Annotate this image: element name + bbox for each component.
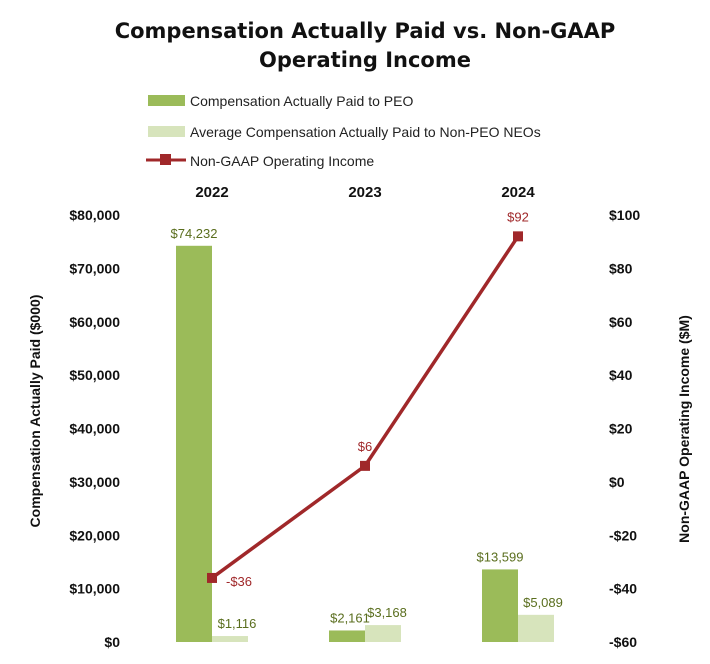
line-operating-income xyxy=(210,235,520,580)
y-axis-left-title: Compensation Actually Paid ($000) xyxy=(27,295,43,528)
y-axis-right-ticks: -$60 -$40 -$20 $0 $20 $40 $60 $80 $100 xyxy=(609,207,640,650)
bar-peo-2023 xyxy=(329,630,365,642)
bar-non-peo-2023 xyxy=(365,625,401,642)
legend: Compensation Actually Paid to PEO Averag… xyxy=(146,93,541,169)
data-label-operating-income-2022: -$36 xyxy=(226,574,252,589)
y2-tick-label: -$20 xyxy=(609,527,637,543)
y2-tick-label: $0 xyxy=(609,474,625,490)
y2-tick-label: $100 xyxy=(609,207,640,223)
y-axis-left-ticks: $0 $10,000 $20,000 $30,000 $40,000 $50,000 $60… xyxy=(69,207,120,650)
y-tick-label: $60,000 xyxy=(69,314,120,330)
data-label-operating-income-2024: $92 xyxy=(507,209,529,224)
point-operating-income-2024 xyxy=(513,231,523,242)
y2-tick-label: -$60 xyxy=(609,634,637,650)
category-label-2022: 2022 xyxy=(195,184,228,201)
category-labels: 2022 2023 2024 xyxy=(195,184,535,201)
bar-peo-2024 xyxy=(482,569,518,642)
legend-marker-operating-income xyxy=(160,154,171,165)
data-label-non-peo-2023: $3,168 xyxy=(367,605,407,620)
y-tick-label: $40,000 xyxy=(69,421,120,437)
data-label-operating-income-2023: $6 xyxy=(358,439,372,454)
data-label-peo-2024: $13,599 xyxy=(477,549,524,564)
bar-non-peo-2024 xyxy=(518,614,554,642)
y-tick-label: $30,000 xyxy=(69,474,120,490)
y-axis-right-title: Non-GAAP Operating Income ($M) xyxy=(676,315,692,543)
data-label-peo-2022: $74,232 xyxy=(171,226,218,241)
y2-tick-label: $20 xyxy=(609,421,633,437)
category-label-2023: 2023 xyxy=(348,184,381,201)
bar-non-peo-2022 xyxy=(212,636,248,642)
chart-title-line-2: Operating Income xyxy=(259,48,471,72)
category-label-2024: 2024 xyxy=(501,184,535,201)
point-operating-income-2023 xyxy=(360,460,370,471)
y2-tick-label: $40 xyxy=(609,367,633,383)
y-tick-label: $10,000 xyxy=(69,581,120,597)
data-label-peo-2023: $2,161 xyxy=(330,610,370,625)
y-tick-label: $70,000 xyxy=(69,260,120,276)
legend-label-peo: Compensation Actually Paid to PEO xyxy=(190,93,413,109)
chart-title-line-1: Compensation Actually Paid vs. Non-GAAP xyxy=(115,19,616,43)
data-label-non-peo-2022: $1,116 xyxy=(218,616,257,631)
legend-label-non-peo: Average Compensation Actually Paid to No… xyxy=(190,124,541,140)
y2-tick-label: $60 xyxy=(609,314,633,330)
y-tick-label: $0 xyxy=(104,634,120,650)
y-tick-label: $50,000 xyxy=(69,367,120,383)
legend-swatch-peo xyxy=(148,95,185,106)
plot-area: $74,232 $1,116 $2,161$3,168 $13,599 $5,089 -$… xyxy=(171,209,563,643)
y-tick-label: $80,000 xyxy=(69,207,120,223)
y-tick-label: $20,000 xyxy=(69,527,120,543)
y2-tick-label: -$40 xyxy=(609,581,637,597)
bar-peo-2022 xyxy=(176,245,212,643)
point-operating-income-2022 xyxy=(207,572,217,583)
data-label-non-peo-2024: $5,089 xyxy=(523,595,563,610)
legend-label-operating-income: Non-GAAP Operating Income xyxy=(190,153,374,169)
y2-tick-label: $80 xyxy=(609,260,633,276)
legend-swatch-non-peo xyxy=(148,126,185,137)
